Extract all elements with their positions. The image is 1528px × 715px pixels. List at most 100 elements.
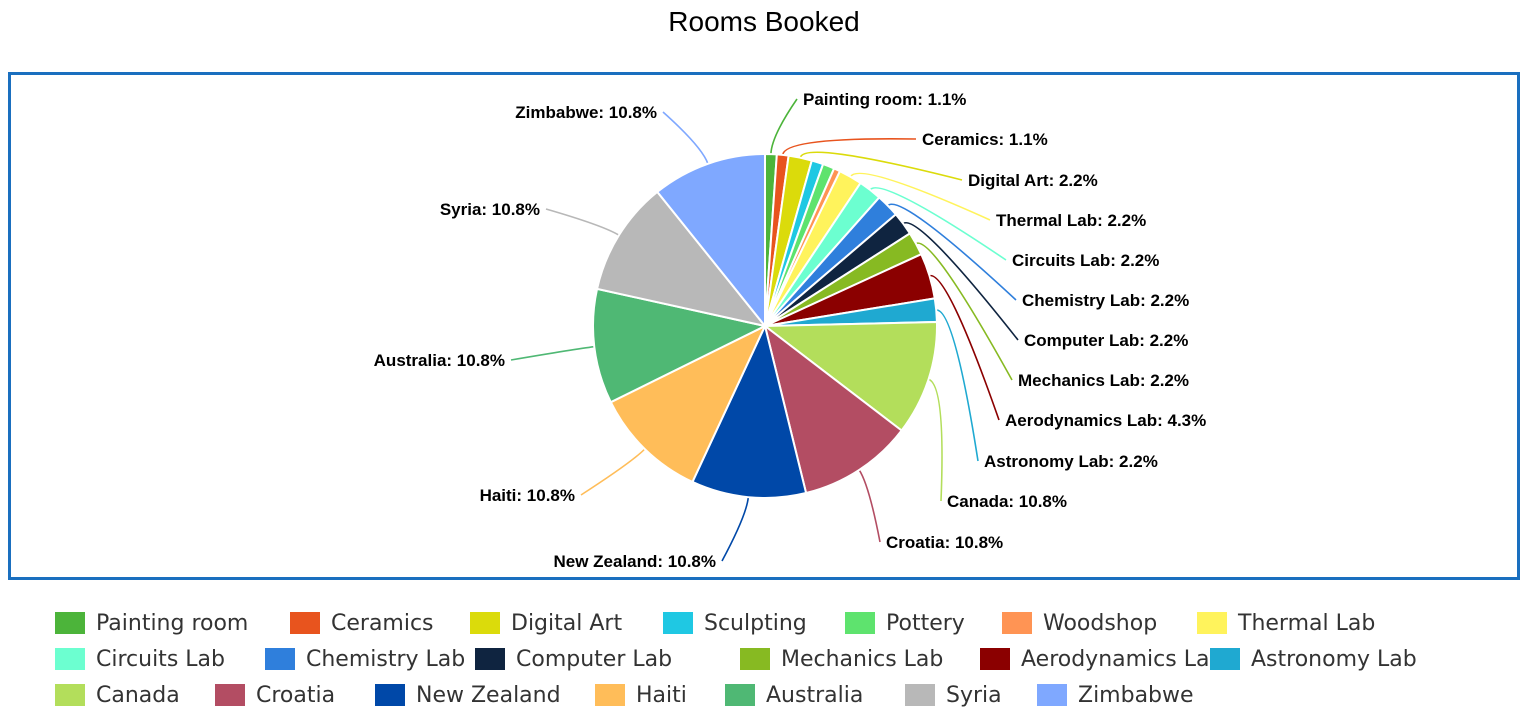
data-label-mechanics-lab: Mechanics Lab: 2.2% (1018, 371, 1189, 390)
legend-item-ceramics[interactable]: Ceramics (290, 610, 434, 636)
legend-item-syria[interactable]: Syria (905, 682, 1002, 708)
legend-swatch (470, 612, 500, 634)
data-label-astronomy-lab: Astronomy Lab: 2.2% (984, 452, 1158, 471)
legend-label: Haiti (636, 682, 687, 708)
legend-item-chemistry-lab[interactable]: Chemistry Lab (265, 646, 465, 672)
data-label-aerodynamics-lab: Aerodynamics Lab: 4.3% (1005, 411, 1206, 430)
legend-label: Syria (946, 682, 1002, 708)
leader-line-aerodynamics-lab (929, 274, 1000, 421)
legend-label: Ceramics (331, 610, 434, 636)
legend-swatch (725, 684, 755, 706)
legend-item-woodshop[interactable]: Woodshop (1002, 610, 1157, 636)
legend-swatch (1037, 684, 1067, 706)
leader-line-painting-room (770, 98, 798, 155)
legend-swatch (375, 684, 405, 706)
data-label-thermal-lab: Thermal Lab: 2.2% (996, 211, 1146, 230)
legend-label: Zimbabwe (1078, 682, 1194, 708)
leader-line-zimbabwe (662, 111, 709, 164)
legend-item-mechanics-lab[interactable]: Mechanics Lab (740, 646, 943, 672)
leader-line-thermal-lab (849, 172, 991, 221)
legend-item-aerodynamics-lab[interactable]: Aerodynamics Lab (980, 646, 1223, 672)
pie-slice-croatia (763, 323, 904, 495)
data-label-new-zealand: New Zealand: 10.8% (553, 552, 716, 571)
leader-line-canada (928, 378, 943, 502)
legend-swatch (663, 612, 693, 634)
legend-label: Digital Art (511, 610, 623, 636)
pie-slice-syria (595, 190, 768, 328)
leader-line-mechanics-lab (915, 242, 1013, 381)
legend-item-australia[interactable]: Australia (725, 682, 863, 708)
legend-label: Circuits Lab (96, 646, 225, 672)
legend-swatch (475, 648, 505, 670)
legend-label: Mechanics Lab (781, 646, 944, 672)
plot-area-frame (8, 72, 1520, 580)
data-label-zimbabwe: Zimbabwe: 10.8% (515, 103, 657, 122)
leader-line-croatia (858, 469, 881, 543)
data-label-painting-room: Painting room: 1.1% (803, 90, 966, 109)
data-label-croatia: Croatia: 10.8% (886, 533, 1003, 552)
legend-item-sculpting[interactable]: Sculpting (663, 610, 807, 636)
data-label-syria: Syria: 10.8% (440, 200, 540, 219)
legend-label: Woodshop (1043, 610, 1158, 636)
data-label-chemistry-lab: Chemistry Lab: 2.2% (1022, 291, 1189, 310)
legend-swatch (845, 612, 875, 634)
legend-swatch (290, 612, 320, 634)
legend-item-painting-room[interactable]: Painting room (55, 610, 248, 636)
legend-label: Thermal Lab (1238, 610, 1376, 636)
legend-item-zimbabwe[interactable]: Zimbabwe (1037, 682, 1194, 708)
data-label-circuits-lab: Circuits Lab: 2.2% (1012, 251, 1159, 270)
legend-label: Aerodynamics Lab (1021, 646, 1224, 672)
leader-line-digital-art (799, 151, 963, 181)
legend-swatch (1210, 648, 1240, 670)
legend-item-pottery[interactable]: Pottery (845, 610, 965, 636)
legend-item-croatia[interactable]: Croatia (215, 682, 335, 708)
legend-swatch (265, 648, 295, 670)
legend-swatch (215, 684, 245, 706)
legend-swatch (55, 648, 85, 670)
legend-item-thermal-lab[interactable]: Thermal Lab (1197, 610, 1375, 636)
legend-label: Computer Lab (516, 646, 673, 672)
legend-swatch (980, 648, 1010, 670)
legend-item-digital-art[interactable]: Digital Art (470, 610, 622, 636)
legend-swatch (1002, 612, 1032, 634)
pie-chart: Painting room: 1.1% Ceramics: 1.1% Digital… (374, 90, 1207, 571)
legend-item-haiti[interactable]: Haiti (595, 682, 687, 708)
legend-label: Australia (766, 682, 864, 708)
chart-title: Rooms Booked (668, 6, 860, 37)
legend-label: Chemistry Lab (306, 646, 466, 672)
pie-slice-haiti (609, 323, 768, 484)
legend-item-new-zealand[interactable]: New Zealand (375, 682, 561, 708)
leader-line-ceramics (781, 138, 917, 156)
data-label-digital-art: Digital Art: 2.2% (968, 171, 1098, 190)
pie-slice-new-zealand (691, 323, 808, 499)
legend-label: Sculpting (704, 610, 807, 636)
legend-swatch (905, 684, 935, 706)
data-label-australia: Australia: 10.8% (374, 351, 505, 370)
leader-line-australia (510, 345, 595, 361)
leader-line-astronomy-lab (936, 309, 979, 462)
legend-label: Pottery (886, 610, 965, 636)
legend-item-astronomy-lab[interactable]: Astronomy Lab (1210, 646, 1417, 672)
pie-slice-canada (762, 320, 938, 432)
legend-item-computer-lab[interactable]: Computer Lab (475, 646, 672, 672)
leader-line-computer-lab (902, 221, 1019, 341)
legend-label: Canada (96, 682, 180, 708)
legend-swatch (55, 612, 85, 634)
leader-line-syria (545, 208, 620, 236)
leader-line-circuits-lab (869, 187, 1007, 261)
leader-line-chemistry-lab (887, 203, 1017, 301)
data-label-haiti: Haiti: 10.8% (480, 486, 575, 505)
legend-item-circuits-lab[interactable]: Circuits Lab (55, 646, 225, 672)
data-label-ceramics: Ceramics: 1.1% (922, 130, 1048, 149)
legend-item-canada[interactable]: Canada (55, 682, 180, 708)
pie-slice-zimbabwe (655, 152, 766, 329)
legend-label: Painting room (96, 610, 249, 636)
legend-label: Astronomy Lab (1251, 646, 1417, 672)
leader-line-haiti (580, 448, 646, 496)
legend-swatch (55, 684, 85, 706)
data-label-canada: Canada: 10.8% (947, 492, 1067, 511)
legend-label: New Zealand (416, 682, 561, 708)
legend-swatch (740, 648, 770, 670)
legend-swatch (1197, 612, 1227, 634)
data-label-computer-lab: Computer Lab: 2.2% (1024, 331, 1188, 350)
